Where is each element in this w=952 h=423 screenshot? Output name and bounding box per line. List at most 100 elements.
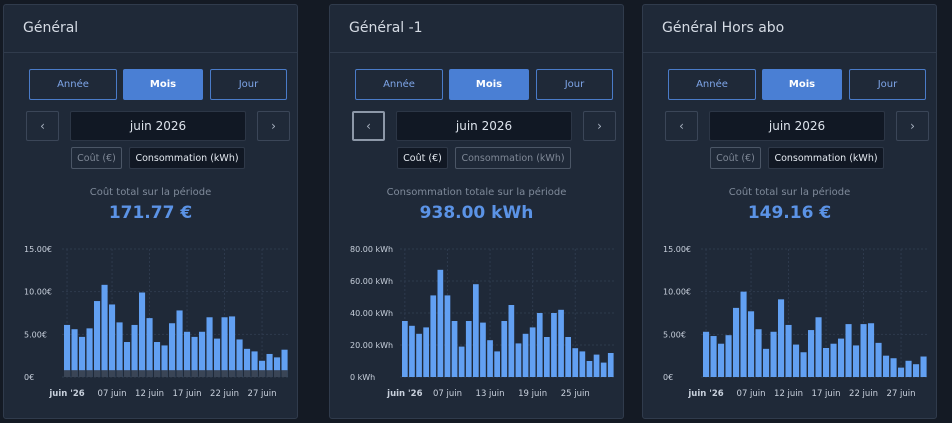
bar[interactable]	[710, 336, 717, 377]
tab-month[interactable]: Mois	[449, 69, 529, 100]
bar[interactable]	[101, 284, 108, 377]
bar-base-segment[interactable]	[259, 370, 266, 377]
bar[interactable]	[522, 333, 529, 377]
bar[interactable]	[487, 340, 493, 377]
bar-base-segment[interactable]	[221, 370, 228, 377]
bar[interactable]	[785, 324, 792, 377]
tab-day[interactable]: Jour	[210, 69, 287, 100]
bar[interactable]	[229, 316, 236, 377]
bar[interactable]	[755, 329, 762, 377]
bar[interactable]	[883, 355, 890, 377]
bar[interactable]	[875, 342, 882, 377]
bar-base-segment[interactable]	[161, 370, 168, 377]
bar[interactable]	[236, 339, 243, 377]
bar[interactable]	[161, 345, 168, 377]
bar[interactable]	[480, 322, 486, 377]
bar-base-segment[interactable]	[176, 370, 183, 377]
bar[interactable]	[64, 324, 71, 377]
bar-base-segment[interactable]	[64, 370, 71, 377]
bar[interactable]	[913, 364, 920, 377]
bar[interactable]	[868, 323, 875, 377]
bar-base-segment[interactable]	[79, 370, 86, 377]
bar-base-segment[interactable]	[266, 370, 273, 377]
bar[interactable]	[551, 313, 557, 377]
bar[interactable]	[465, 321, 472, 377]
bar[interactable]	[860, 324, 867, 377]
bar[interactable]	[815, 317, 822, 377]
bar[interactable]	[529, 327, 536, 377]
bar-base-segment[interactable]	[86, 370, 93, 377]
bar-base-segment[interactable]	[116, 370, 123, 377]
consumption-toggle[interactable]: Consommation (kWh)	[455, 147, 571, 169]
bar[interactable]	[898, 367, 905, 377]
bar-base-segment[interactable]	[139, 370, 146, 377]
bar[interactable]	[579, 351, 586, 377]
bar-base-segment[interactable]	[71, 370, 78, 377]
bar[interactable]	[838, 338, 845, 377]
bar-base-segment[interactable]	[109, 370, 116, 377]
next-period-button[interactable]: ›	[896, 111, 929, 141]
bar[interactable]	[558, 309, 564, 377]
bar[interactable]	[725, 335, 732, 377]
bar[interactable]	[905, 360, 912, 377]
bar[interactable]	[176, 310, 183, 377]
bar[interactable]	[501, 321, 508, 377]
bar-base-segment[interactable]	[199, 370, 206, 377]
date-display[interactable]: juin 2026	[396, 111, 572, 141]
bar[interactable]	[437, 269, 444, 377]
bar-base-segment[interactable]	[94, 370, 101, 377]
bar-base-segment[interactable]	[214, 370, 221, 377]
bar[interactable]	[565, 337, 571, 377]
bar[interactable]	[409, 325, 415, 377]
previous-period-button[interactable]: ‹	[26, 111, 59, 141]
bar[interactable]	[494, 351, 500, 377]
tab-day[interactable]: Jour	[849, 69, 926, 100]
bar[interactable]	[572, 348, 579, 377]
previous-period-button[interactable]: ‹	[665, 111, 698, 141]
bar[interactable]	[845, 324, 852, 377]
bar[interactable]	[86, 328, 93, 377]
bar[interactable]	[607, 353, 614, 377]
bar-base-segment[interactable]	[124, 370, 131, 377]
tab-year[interactable]: Année	[668, 69, 756, 100]
tab-year[interactable]: Année	[29, 69, 117, 100]
cost-toggle[interactable]: Coût (€)	[71, 147, 122, 169]
consumption-toggle[interactable]: Consommation (kWh)	[768, 147, 884, 169]
bar[interactable]	[251, 351, 258, 377]
bar[interactable]	[778, 299, 785, 377]
bar[interactable]	[823, 347, 830, 377]
bar[interactable]	[214, 338, 221, 377]
bar[interactable]	[770, 331, 777, 377]
bar[interactable]	[800, 352, 807, 377]
bar[interactable]	[733, 307, 740, 377]
bar[interactable]	[430, 295, 437, 377]
bar[interactable]	[109, 304, 116, 377]
bar[interactable]	[830, 343, 837, 377]
bar[interactable]	[586, 361, 593, 377]
bar[interactable]	[920, 356, 927, 377]
bar[interactable]	[266, 353, 273, 377]
bar[interactable]	[808, 330, 815, 377]
bar-base-segment[interactable]	[206, 370, 213, 377]
bar[interactable]	[154, 342, 161, 377]
date-display[interactable]: juin 2026	[70, 111, 246, 141]
bar[interactable]	[763, 348, 770, 377]
tab-month[interactable]: Mois	[123, 69, 203, 100]
bar[interactable]	[703, 331, 710, 377]
bar[interactable]	[853, 345, 860, 377]
bar[interactable]	[593, 354, 600, 377]
bar[interactable]	[221, 317, 228, 377]
bar[interactable]	[124, 342, 131, 377]
bar-base-segment[interactable]	[146, 370, 153, 377]
bar[interactable]	[748, 311, 755, 377]
bar[interactable]	[718, 343, 725, 377]
bar-base-segment[interactable]	[101, 370, 108, 377]
bar-base-segment[interactable]	[236, 370, 243, 377]
bar-base-segment[interactable]	[131, 370, 138, 377]
bar[interactable]	[79, 336, 86, 377]
tab-day[interactable]: Jour	[536, 69, 613, 100]
bar[interactable]	[473, 284, 479, 377]
bar[interactable]	[274, 357, 281, 377]
bar-base-segment[interactable]	[244, 370, 251, 377]
cost-toggle[interactable]: Coût (€)	[710, 147, 761, 169]
